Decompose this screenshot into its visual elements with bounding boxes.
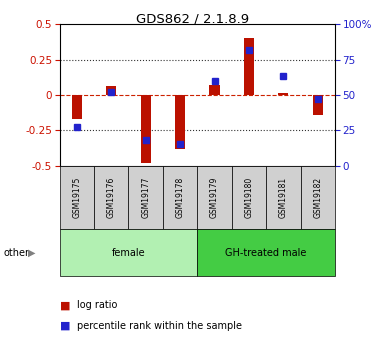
Bar xyxy=(60,229,197,276)
Bar xyxy=(313,95,323,115)
Text: log ratio: log ratio xyxy=(77,300,117,310)
Bar xyxy=(301,166,335,229)
Bar xyxy=(244,38,254,95)
Text: GSM19175: GSM19175 xyxy=(72,177,81,218)
Bar xyxy=(266,166,301,229)
Bar xyxy=(106,86,116,95)
Text: GSM19181: GSM19181 xyxy=(279,177,288,218)
Bar xyxy=(175,95,185,149)
Bar xyxy=(232,166,266,229)
Text: ■: ■ xyxy=(60,321,70,331)
Text: ▶: ▶ xyxy=(28,248,35,258)
Text: GSM19179: GSM19179 xyxy=(210,177,219,218)
Bar xyxy=(72,95,82,119)
Bar xyxy=(94,166,129,229)
Text: ■: ■ xyxy=(60,300,70,310)
Bar xyxy=(197,229,335,276)
Bar xyxy=(209,85,220,95)
Text: GSM19180: GSM19180 xyxy=(244,177,253,218)
Text: other: other xyxy=(4,248,30,258)
Text: GSM19176: GSM19176 xyxy=(107,177,116,218)
Bar xyxy=(141,95,151,163)
Text: female: female xyxy=(112,248,145,258)
Bar xyxy=(278,93,288,95)
Text: GH-treated male: GH-treated male xyxy=(226,248,307,258)
Bar xyxy=(197,166,232,229)
Text: GSM19177: GSM19177 xyxy=(141,177,150,218)
Bar xyxy=(163,166,197,229)
Text: GSM19178: GSM19178 xyxy=(176,177,185,218)
Bar xyxy=(129,166,163,229)
Text: percentile rank within the sample: percentile rank within the sample xyxy=(77,321,242,331)
Bar xyxy=(60,166,94,229)
Text: GDS862 / 2.1.8.9: GDS862 / 2.1.8.9 xyxy=(136,12,249,25)
Text: GSM19182: GSM19182 xyxy=(313,177,322,218)
